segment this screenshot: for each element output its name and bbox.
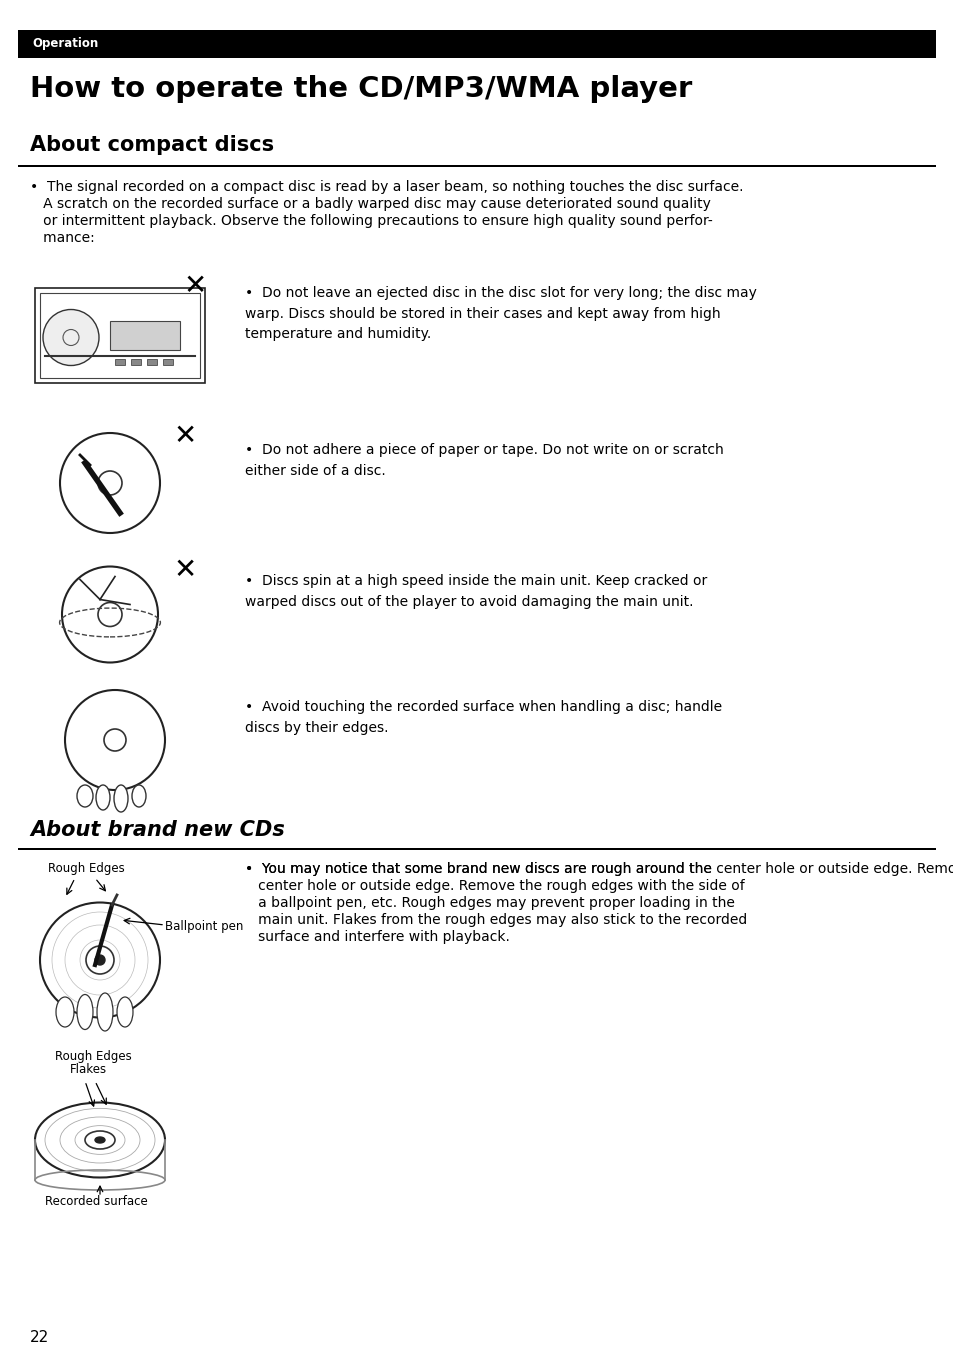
Text: Recorded surface: Recorded surface (45, 1195, 148, 1207)
Ellipse shape (132, 786, 146, 807)
Text: ✕: ✕ (183, 272, 207, 300)
Ellipse shape (40, 903, 160, 1018)
Circle shape (43, 310, 99, 365)
Text: About brand new CDs: About brand new CDs (30, 821, 284, 840)
Text: •  Avoid touching the recorded surface when handling a disc; handle
discs by the: • Avoid touching the recorded surface wh… (245, 700, 721, 734)
Text: mance:: mance: (30, 231, 94, 245)
Ellipse shape (113, 786, 128, 813)
Text: Operation: Operation (32, 38, 98, 50)
Ellipse shape (77, 995, 92, 1029)
Circle shape (60, 433, 160, 533)
Bar (35, 288, 205, 383)
Circle shape (104, 729, 126, 750)
Text: Ballpoint pen: Ballpoint pen (165, 919, 243, 933)
Text: •  You may notice that some brand new discs are rough around the: • You may notice that some brand new dis… (245, 863, 711, 876)
Bar (115, 360, 125, 365)
Ellipse shape (97, 992, 112, 1032)
Ellipse shape (117, 996, 132, 1028)
Circle shape (98, 603, 122, 626)
Ellipse shape (86, 946, 113, 973)
Ellipse shape (96, 786, 110, 810)
Ellipse shape (85, 1132, 115, 1149)
Text: main unit. Flakes from the rough edges may also stick to the recorded: main unit. Flakes from the rough edges m… (245, 913, 746, 927)
Text: center hole or outside edge. Remove the rough edges with the side of: center hole or outside edge. Remove the … (245, 879, 744, 894)
Text: •  Do not leave an ejected disc in the disc slot for very long; the disc may
war: • Do not leave an ejected disc in the di… (245, 287, 756, 341)
Circle shape (95, 955, 105, 965)
Text: ✕: ✕ (173, 556, 196, 584)
Bar (18, 848, 935, 850)
Circle shape (65, 690, 165, 790)
Ellipse shape (35, 1102, 165, 1178)
Text: A scratch on the recorded surface or a badly warped disc may cause deteriorated : A scratch on the recorded surface or a b… (30, 197, 710, 211)
Bar (18, 30, 935, 58)
Bar (40, 293, 200, 379)
Bar (163, 360, 172, 365)
Bar (147, 360, 157, 365)
Text: •  You may notice that some brand new discs are rough around the center hole or : • You may notice that some brand new dis… (245, 863, 953, 876)
Text: Flakes: Flakes (70, 1063, 107, 1076)
Text: surface and interfere with playback.: surface and interfere with playback. (245, 930, 509, 944)
Text: or intermittent playback. Observe the following precautions to ensure high quali: or intermittent playback. Observe the fo… (30, 214, 712, 228)
Bar (110, 322, 180, 350)
Text: •  The signal recorded on a compact disc is read by a laser beam, so nothing tou: • The signal recorded on a compact disc … (30, 180, 742, 193)
Ellipse shape (77, 786, 92, 807)
Bar (18, 165, 935, 168)
Bar (131, 360, 141, 365)
Text: •  Do not adhere a piece of paper or tape. Do not write on or scratch
either sid: • Do not adhere a piece of paper or tape… (245, 443, 723, 477)
Text: How to operate the CD/MP3/WMA player: How to operate the CD/MP3/WMA player (30, 74, 692, 103)
Text: a ballpoint pen, etc. Rough edges may prevent proper loading in the: a ballpoint pen, etc. Rough edges may pr… (245, 896, 734, 910)
Circle shape (98, 470, 122, 495)
Text: ✕: ✕ (173, 422, 196, 450)
Text: •  Discs spin at a high speed inside the main unit. Keep cracked or
warped discs: • Discs spin at a high speed inside the … (245, 575, 706, 608)
Text: Rough Edges: Rough Edges (48, 863, 125, 875)
Ellipse shape (95, 1137, 105, 1142)
Circle shape (62, 566, 158, 662)
Text: 22: 22 (30, 1330, 50, 1345)
Ellipse shape (56, 996, 74, 1028)
Text: Rough Edges: Rough Edges (55, 1051, 132, 1063)
Text: About compact discs: About compact discs (30, 135, 274, 155)
